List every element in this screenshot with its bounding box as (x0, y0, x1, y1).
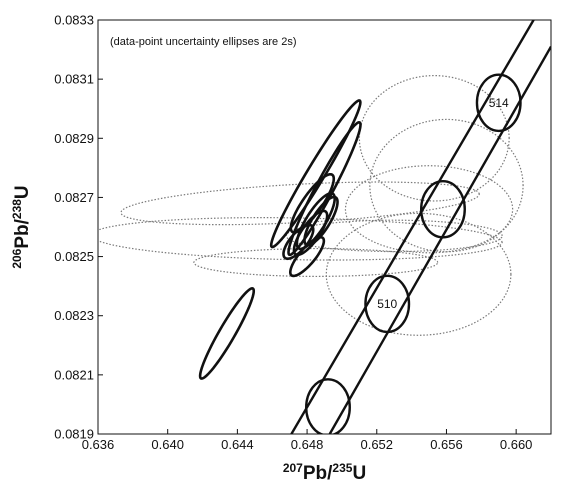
dotted-ellipse (325, 212, 512, 336)
x-tick-label: 0.648 (291, 437, 324, 452)
x-tick-label: 0.640 (151, 437, 184, 452)
solid-ellipse (287, 120, 362, 257)
concordia-right-line (328, 46, 551, 434)
dotted-ellipse (369, 118, 524, 253)
y-axis-slash: / (12, 218, 33, 224)
solid-ellipse (288, 235, 326, 278)
y-tick-label: 0.0827 (54, 190, 94, 205)
x-axis-element: Pb (303, 463, 327, 484)
y-axis-element2: U (12, 185, 33, 199)
dotted-ellipses (98, 74, 524, 336)
age-marker-ellipse (305, 378, 351, 434)
age-marker-label: 510 (377, 297, 397, 311)
age-marker-label: 514 (489, 96, 509, 110)
x-tick-label: 0.652 (360, 437, 393, 452)
plot-area (98, 20, 551, 434)
solid-ellipse (269, 99, 362, 249)
x-tick-label: 0.644 (221, 437, 254, 452)
x-axis-slash: / (327, 463, 333, 484)
x-axis-mass2-superscript: 235 (332, 461, 352, 475)
x-axis-mass-superscript: 207 (283, 461, 303, 475)
age-markers (305, 73, 522, 434)
y-tick-label: 0.0821 (54, 367, 94, 382)
y-axis-title: 206Pb/238U (10, 185, 33, 268)
age-labels: 510 514 (377, 96, 509, 311)
solid-ellipse (295, 191, 337, 251)
plot-frame (97, 19, 552, 435)
concordia-left-line (290, 20, 535, 434)
y-axis-mass2-superscript: 238 (10, 199, 24, 219)
axis-ticks: 0.636 0.640 0.644 0.648 0.652 0.656 0.660 0.081… (54, 13, 532, 453)
x-tick-label: 0.660 (500, 437, 533, 452)
y-tick-label: 0.0833 (54, 13, 94, 28)
y-axis-mass-superscript: 206 (10, 248, 24, 268)
age-marker-ellipse (475, 73, 522, 133)
x-axis-element2: U (352, 463, 366, 484)
x-tick-label: 0.656 (430, 437, 463, 452)
dotted-ellipse (344, 165, 514, 254)
dotted-ellipse (285, 219, 503, 253)
age-marker-ellipse (364, 274, 411, 334)
y-axis-element: Pb (12, 224, 33, 248)
y-tick-label: 0.0823 (54, 308, 94, 323)
y-tick-label: 0.0819 (54, 427, 94, 442)
y-tick-label: 0.0825 (54, 249, 94, 264)
solid-ellipse (282, 223, 315, 260)
uncertainty-note: (data-point uncertainty ellipses are 2s) (110, 36, 296, 48)
dotted-ellipse (193, 247, 439, 278)
age-marker-ellipse (419, 179, 466, 239)
x-axis-title: 207Pb/235U (283, 461, 366, 484)
solid-ellipses (198, 99, 362, 380)
dotted-ellipse (120, 181, 480, 226)
y-tick-label: 0.0831 (54, 72, 94, 87)
dotted-ellipse (358, 74, 510, 202)
x-tick-label: 0.636 (82, 437, 115, 452)
solid-ellipse (198, 286, 256, 380)
y-tick-label: 0.0829 (54, 131, 94, 146)
concordia-band (290, 20, 551, 434)
dotted-ellipse (98, 217, 503, 261)
